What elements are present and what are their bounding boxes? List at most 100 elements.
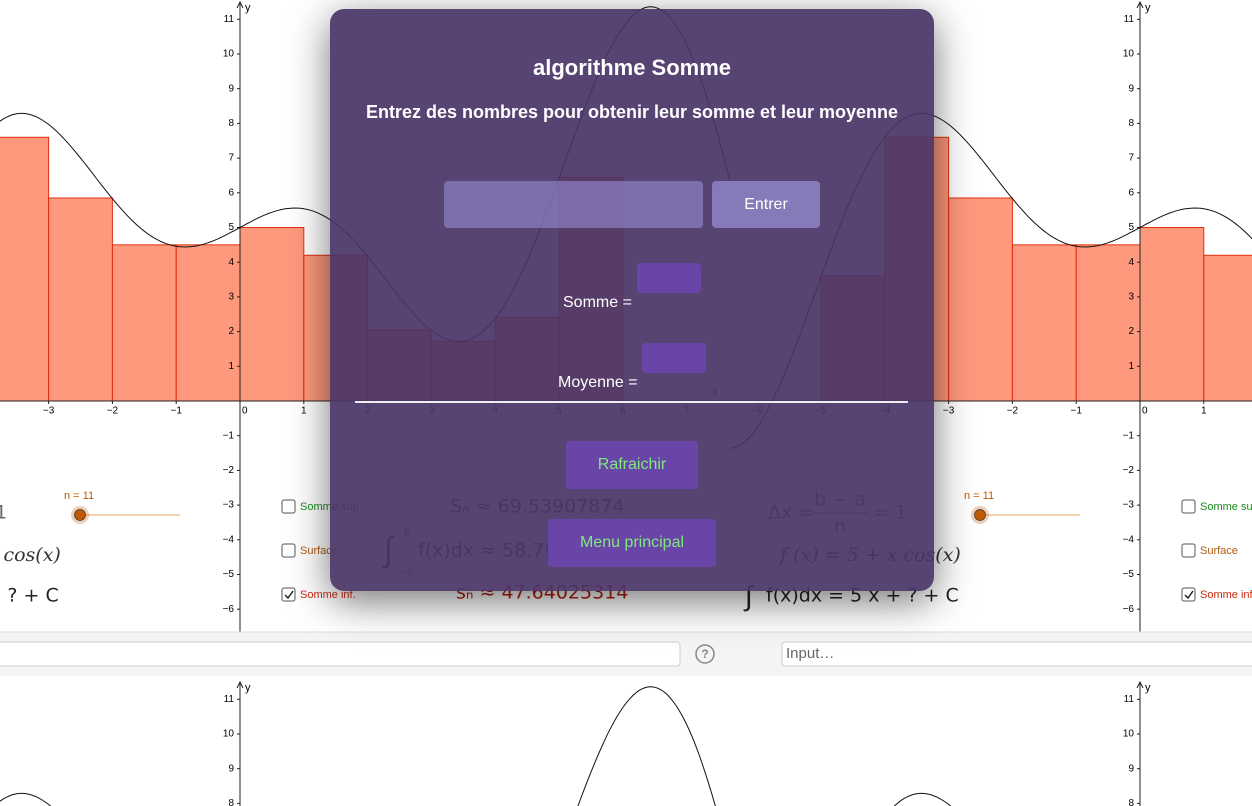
y-tick-label: 1 xyxy=(1128,361,1134,372)
y-tick-label: −4 xyxy=(223,534,235,545)
algebra-input xyxy=(0,641,681,667)
y-tick-label: −1 xyxy=(1123,430,1135,441)
x-tick-label: −1 xyxy=(1070,406,1082,417)
y-tick-label: 11 xyxy=(1124,694,1135,705)
y-tick-label: 9 xyxy=(1128,763,1134,774)
y-tick-label: 6 xyxy=(1128,187,1134,198)
input-placeholder: Input… xyxy=(786,645,834,662)
y-tick-label: 8 xyxy=(1128,798,1134,806)
x-tick-label: −1 xyxy=(170,406,182,417)
x-tick-label: 1 xyxy=(301,406,307,417)
dx-result: = 1 xyxy=(0,502,7,524)
y-tick-label: 3 xyxy=(228,292,234,303)
y-tick-label: −6 xyxy=(223,604,235,615)
checkbox-label: Somme inf. xyxy=(1200,589,1252,601)
riemann-bar xyxy=(239,227,305,402)
function-curve xyxy=(0,686,716,806)
riemann-bar xyxy=(1011,244,1077,402)
algebra-input xyxy=(781,641,1252,667)
checkbox-label: Somme inf. xyxy=(300,589,356,601)
y-axis-label: y xyxy=(245,682,251,694)
checkbox xyxy=(281,499,296,514)
sum-output xyxy=(637,263,701,293)
function-curve xyxy=(893,792,952,806)
y-axis-label: y xyxy=(1145,2,1151,14)
y-axis-label: y xyxy=(245,2,251,14)
y-tick-label: 6 xyxy=(228,187,234,198)
slider-knob xyxy=(74,509,86,521)
slider-label: n = 11 xyxy=(64,490,94,502)
number-input[interactable] xyxy=(444,181,703,228)
refresh-button[interactable]: Rafraichir xyxy=(566,441,698,489)
y-tick-label: 2 xyxy=(1128,326,1134,337)
dialog: algorithme Somme Entrez des nombres pour… xyxy=(330,9,934,591)
x-tick-label: −2 xyxy=(107,406,119,417)
checkbox-label: Surface xyxy=(1200,545,1238,557)
y-tick-label: 4 xyxy=(228,257,234,268)
y-tick-label: 4 xyxy=(1128,257,1134,268)
y-arrow xyxy=(236,0,244,9)
x-tick-label: −3 xyxy=(943,406,955,417)
checkbox xyxy=(281,587,296,602)
y-tick-label: −4 xyxy=(1123,534,1135,545)
checkbox xyxy=(281,543,296,558)
y-tick-label: −3 xyxy=(223,500,235,511)
y-tick-label: 3 xyxy=(1128,292,1134,303)
mean-output xyxy=(642,343,706,373)
y-tick-label: 9 xyxy=(228,763,234,774)
y-tick-label: −2 xyxy=(223,465,235,476)
y-arrow xyxy=(1136,0,1144,9)
sum-label: Somme = xyxy=(563,294,632,311)
y-tick-label: −5 xyxy=(1123,569,1135,580)
help-label: ? xyxy=(701,647,708,661)
enter-button[interactable]: Entrer xyxy=(712,181,820,228)
y-tick-label: −2 xyxy=(1123,465,1135,476)
y-tick-label: 10 xyxy=(223,49,235,60)
y-tick-label: 5 xyxy=(1128,222,1134,233)
x-tick-label: 1 xyxy=(1201,406,1207,417)
y-tick-label: 10 xyxy=(1123,729,1135,740)
y-tick-label: −1 xyxy=(223,430,235,441)
x-tick-label: −2 xyxy=(1007,406,1019,417)
y-tick-label: −5 xyxy=(223,569,235,580)
y-tick-label: 8 xyxy=(1128,118,1134,129)
y-tick-label: 11 xyxy=(224,14,235,25)
antiderivative: f(x)dx = 5 x + ? + C xyxy=(0,585,59,607)
riemann-bar xyxy=(0,136,50,402)
mean-label: Moyenne = xyxy=(558,374,638,391)
y-tick-label: 1 xyxy=(228,361,234,372)
y-tick-label: −6 xyxy=(1123,604,1135,615)
y-tick-label: 10 xyxy=(223,729,235,740)
y-tick-label: 10 xyxy=(1123,49,1135,60)
checkbox xyxy=(1181,543,1196,558)
y-tick-label: 7 xyxy=(228,153,234,164)
riemann-bar xyxy=(1139,227,1205,402)
riemann-bar xyxy=(948,197,1013,402)
riemann-bar xyxy=(1203,254,1252,402)
y-arrow xyxy=(1136,680,1144,689)
y-tick-label: 5 xyxy=(228,222,234,233)
menu-button[interactable]: Menu principal xyxy=(548,519,716,567)
dialog-subtitle: Entrez des nombres pour obtenir leur som… xyxy=(365,102,899,122)
y-tick-label: 7 xyxy=(1128,153,1134,164)
slider-label: n = 11 xyxy=(964,490,994,502)
riemann-bar xyxy=(111,244,177,402)
checkbox xyxy=(1181,587,1196,602)
y-tick-label: 9 xyxy=(228,83,234,94)
y-arrow xyxy=(236,680,244,689)
dialog-title: algorithme Somme xyxy=(532,55,732,80)
checkbox-label: Surface xyxy=(300,545,338,557)
y-tick-label: 9 xyxy=(1128,83,1134,94)
riemann-bar xyxy=(48,197,113,402)
x-tick-label: 0 xyxy=(242,406,248,417)
x-tick-label: −3 xyxy=(43,406,55,417)
y-tick-label: 2 xyxy=(228,326,234,337)
slider-knob xyxy=(974,509,986,521)
x-tick-label: 0 xyxy=(1142,406,1148,417)
riemann-bar xyxy=(175,244,241,402)
riemann-bar xyxy=(1075,244,1141,402)
y-tick-label: −3 xyxy=(1123,500,1135,511)
